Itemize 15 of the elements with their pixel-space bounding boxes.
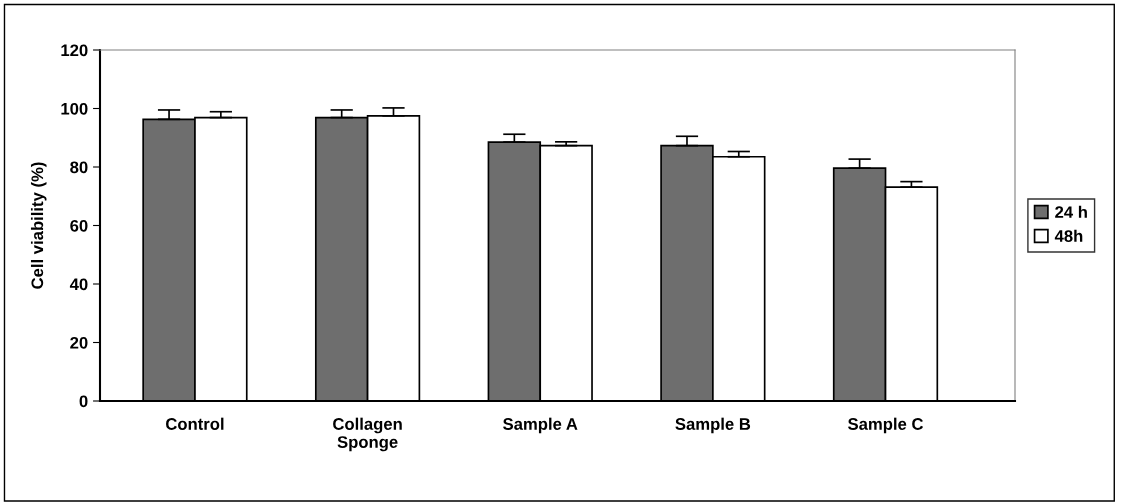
legend-label: 24 h [1055,205,1087,218]
y-axis-title: Cell viability (%) [30,162,47,289]
y-tick-label: 20 [70,336,88,349]
y-tick-label: 120 [61,44,88,57]
x-tick-label: Sample B [675,417,751,434]
x-tick-label: Sample A [503,417,578,434]
x-tick-label: Collagen Sponge [333,417,402,452]
y-tick-label: 100 [61,102,88,115]
x-tick-label: Control [166,417,224,430]
y-tick-label: 40 [69,278,88,291]
y-tick-label: 60 [70,219,88,232]
y-tick-label: 0 [79,395,88,408]
legend-label: 48h [1054,229,1083,242]
x-tick-label: Sample C [848,417,924,434]
y-tick-label: 80 [70,161,88,174]
